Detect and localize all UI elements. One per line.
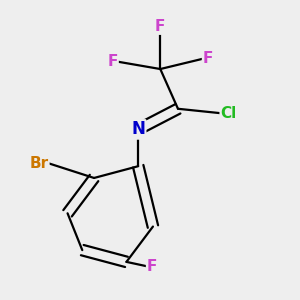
Text: F: F	[155, 19, 166, 34]
Text: F: F	[107, 54, 118, 69]
Text: Cl: Cl	[221, 106, 237, 121]
Text: F: F	[203, 51, 213, 66]
Text: F: F	[147, 259, 158, 274]
Text: Br: Br	[29, 156, 48, 171]
Text: N: N	[131, 120, 145, 138]
